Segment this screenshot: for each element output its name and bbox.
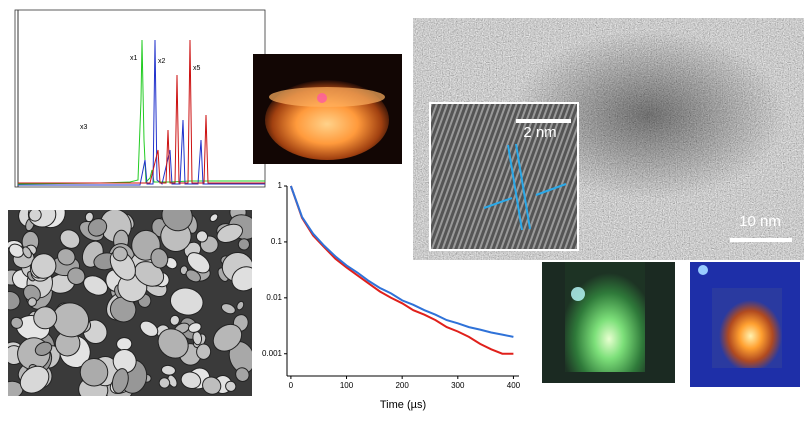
grain (27, 297, 37, 307)
grain (83, 275, 109, 296)
grain (185, 269, 201, 283)
decay-line (289, 185, 514, 355)
green-glow (565, 262, 645, 372)
scale-bar (730, 238, 792, 242)
x-tick-label: 100 (340, 381, 354, 390)
grain (23, 284, 41, 303)
peak-label: x5 (193, 65, 201, 72)
grain (28, 210, 42, 222)
orange-glow (712, 288, 782, 368)
grain (169, 314, 180, 326)
grain (59, 229, 81, 249)
light-spot (698, 265, 708, 275)
spectrum-trace (18, 39, 265, 186)
scale-label: 10 nm (739, 213, 781, 230)
grain (30, 253, 57, 279)
grain (33, 306, 58, 330)
grain (112, 246, 128, 262)
grain (111, 368, 129, 394)
grain (236, 300, 245, 311)
grain (180, 371, 202, 389)
grain (10, 316, 23, 329)
grain (195, 230, 209, 243)
grain (237, 238, 251, 251)
sem-image (8, 210, 252, 396)
vial-surface (269, 87, 385, 107)
x-tick-label: 300 (451, 381, 465, 390)
green-photo (542, 262, 675, 383)
grain (231, 266, 252, 292)
grain (158, 377, 171, 389)
grain (186, 252, 211, 274)
grain (8, 291, 21, 311)
grain (235, 367, 250, 382)
grain (202, 376, 222, 395)
peak-label: x1 (130, 55, 138, 62)
arrow (535, 183, 567, 196)
grain (139, 320, 159, 337)
peak-label: x2 (158, 58, 166, 65)
orange-photo (690, 262, 800, 387)
grain (225, 380, 237, 392)
peak-label: x3 (80, 124, 88, 131)
grain (112, 349, 137, 374)
y-tick-label: 0.01 (266, 293, 282, 302)
grain (161, 210, 193, 232)
spectrum-panel: x1 x2 x3 x5 (14, 9, 266, 188)
grain (79, 357, 109, 387)
grain (196, 343, 212, 360)
grain (22, 246, 32, 259)
grain (161, 364, 176, 376)
tem-image: 2 nm 10 nm (413, 18, 804, 260)
scale-label: 2 nm (523, 124, 556, 141)
y-tick-label: 0.001 (262, 349, 283, 358)
scale-bar (516, 119, 571, 123)
y-tick-label: 1 (278, 181, 283, 190)
decay-line (289, 185, 514, 338)
tem-inset (429, 102, 579, 251)
grain (216, 223, 243, 243)
lattice-marker (515, 143, 531, 230)
arrow (483, 197, 513, 209)
grain (87, 218, 108, 237)
grain (57, 248, 76, 266)
x-tick-label: 0 (289, 381, 294, 390)
grain (212, 323, 243, 352)
grain (8, 243, 25, 258)
light-spot (571, 287, 585, 301)
grain (116, 337, 133, 351)
grain (220, 303, 236, 315)
x-tick-label: 200 (395, 381, 409, 390)
grain (157, 328, 189, 359)
spectrum-frame (14, 9, 266, 188)
x-tick-label: 400 (507, 381, 521, 390)
grain (19, 365, 50, 394)
grain (188, 322, 202, 333)
grain (209, 213, 219, 222)
spectrum-trace (18, 39, 265, 184)
laser-spot (317, 93, 327, 103)
x-axis-label: Time (µs) (380, 399, 426, 411)
grain (150, 248, 169, 269)
grain (34, 341, 53, 356)
y-tick-label: 0.1 (271, 237, 283, 246)
vial-photo (253, 54, 402, 164)
lattice-marker (507, 144, 523, 231)
decay-plot: Time (µs) 1 0.1 0.01 0.001 0 100 200 300 400 (262, 181, 521, 411)
grain (169, 287, 204, 316)
